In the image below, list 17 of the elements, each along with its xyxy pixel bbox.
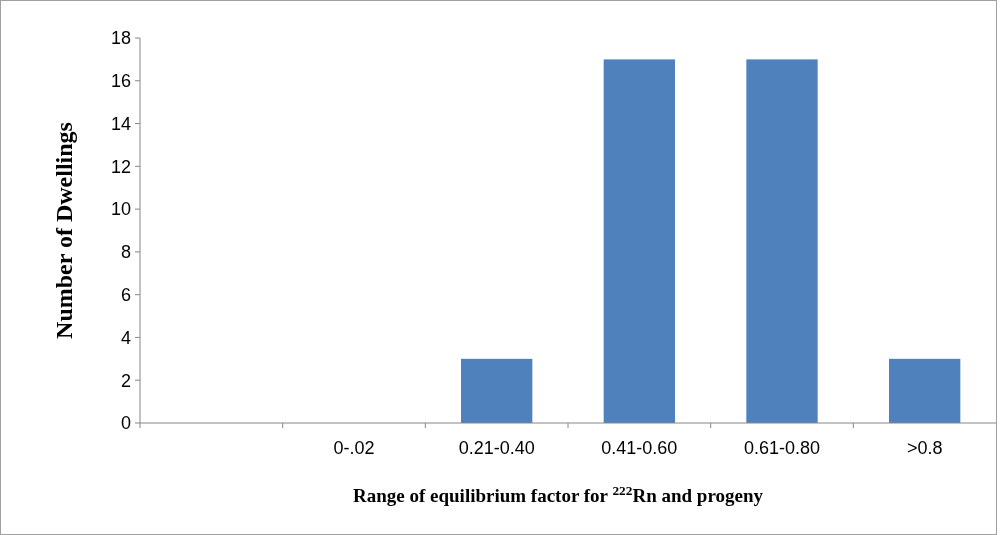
y-tick-label: 14 bbox=[110, 113, 131, 134]
x-axis-title: Range of equilibrium factor for $^{222}$Rn and progeny bbox=[352, 482, 764, 506]
y-tick-label: 6 bbox=[120, 284, 131, 305]
y-tick-label: 2 bbox=[120, 370, 131, 391]
y-tick-label: 8 bbox=[120, 242, 131, 263]
y-tick-label: 12 bbox=[110, 156, 131, 177]
x-tick-label: 0.41-0.60 bbox=[601, 438, 678, 458]
y-tick-label: 16 bbox=[110, 71, 131, 92]
y-tick-label: 4 bbox=[120, 327, 131, 348]
y-axis-title: Number of Dwellings bbox=[51, 122, 77, 339]
y-tick-label: 10 bbox=[110, 199, 131, 220]
y-tick-label: 0 bbox=[120, 413, 131, 434]
x-tick-label: 0.21-0.40 bbox=[458, 438, 535, 458]
x-tick-label: 0-.02 bbox=[333, 438, 375, 458]
x-tick-label: 0.61-0.80 bbox=[743, 438, 821, 458]
y-tick-label: 18 bbox=[110, 28, 131, 49]
x-tick-label: >0.8 bbox=[906, 438, 943, 458]
